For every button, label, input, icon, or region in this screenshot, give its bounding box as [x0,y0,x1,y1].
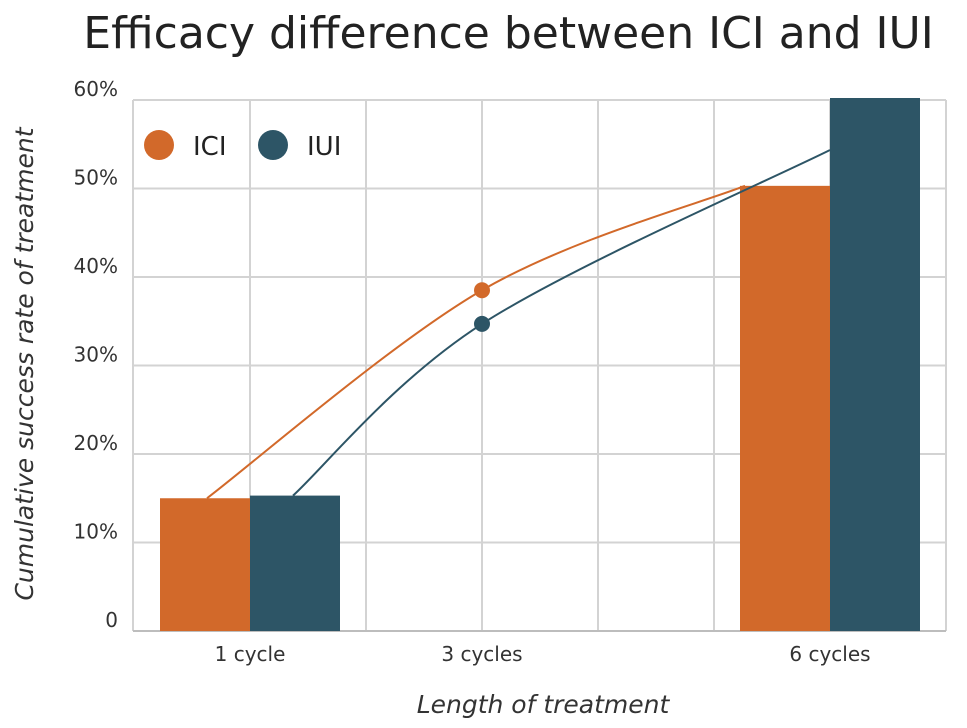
bar-iui [830,98,920,631]
legend-swatch-iui [258,130,288,160]
y-axis-label: Cumulative success rate of treatment [10,126,39,600]
trend-lines [206,149,831,500]
x-tick-label: 3 cycles [441,642,522,666]
legend-swatch-ici [144,130,174,160]
bar-ici [740,185,830,631]
point-iui-3-cycles [474,315,490,332]
y-tick-label: 40% [74,254,118,278]
x-tick-label: 1 cycle [215,642,286,666]
y-tick-label: 30% [74,343,118,367]
bar-ici [160,498,250,631]
trend-line-ici [206,184,746,500]
y-tick-label: 0 [105,608,118,632]
y-tick-label: 50% [74,166,118,190]
y-tick-label: 20% [74,431,118,455]
bars [160,98,920,631]
x-axis-label: Length of treatment [417,690,671,719]
x-tick-label: 6 cycles [789,642,870,666]
y-axis-ticks: 0 10% 20% 30% 40% 50% 60% [74,77,118,632]
legend-label-iui: IUI [307,132,341,162]
point-ici-3-cycles [474,282,490,299]
chart-title: Efficacy difference between ICI and IUI [83,8,934,59]
legend: ICI IUI [144,130,341,162]
y-tick-label: 10% [74,520,118,544]
x-axis-ticks: 1 cycle 3 cycles 6 cycles [215,642,871,666]
legend-label-ici: ICI [193,132,227,162]
y-tick-label: 60% [74,77,118,101]
trend-line-iui [292,149,831,497]
bar-iui [250,495,340,631]
